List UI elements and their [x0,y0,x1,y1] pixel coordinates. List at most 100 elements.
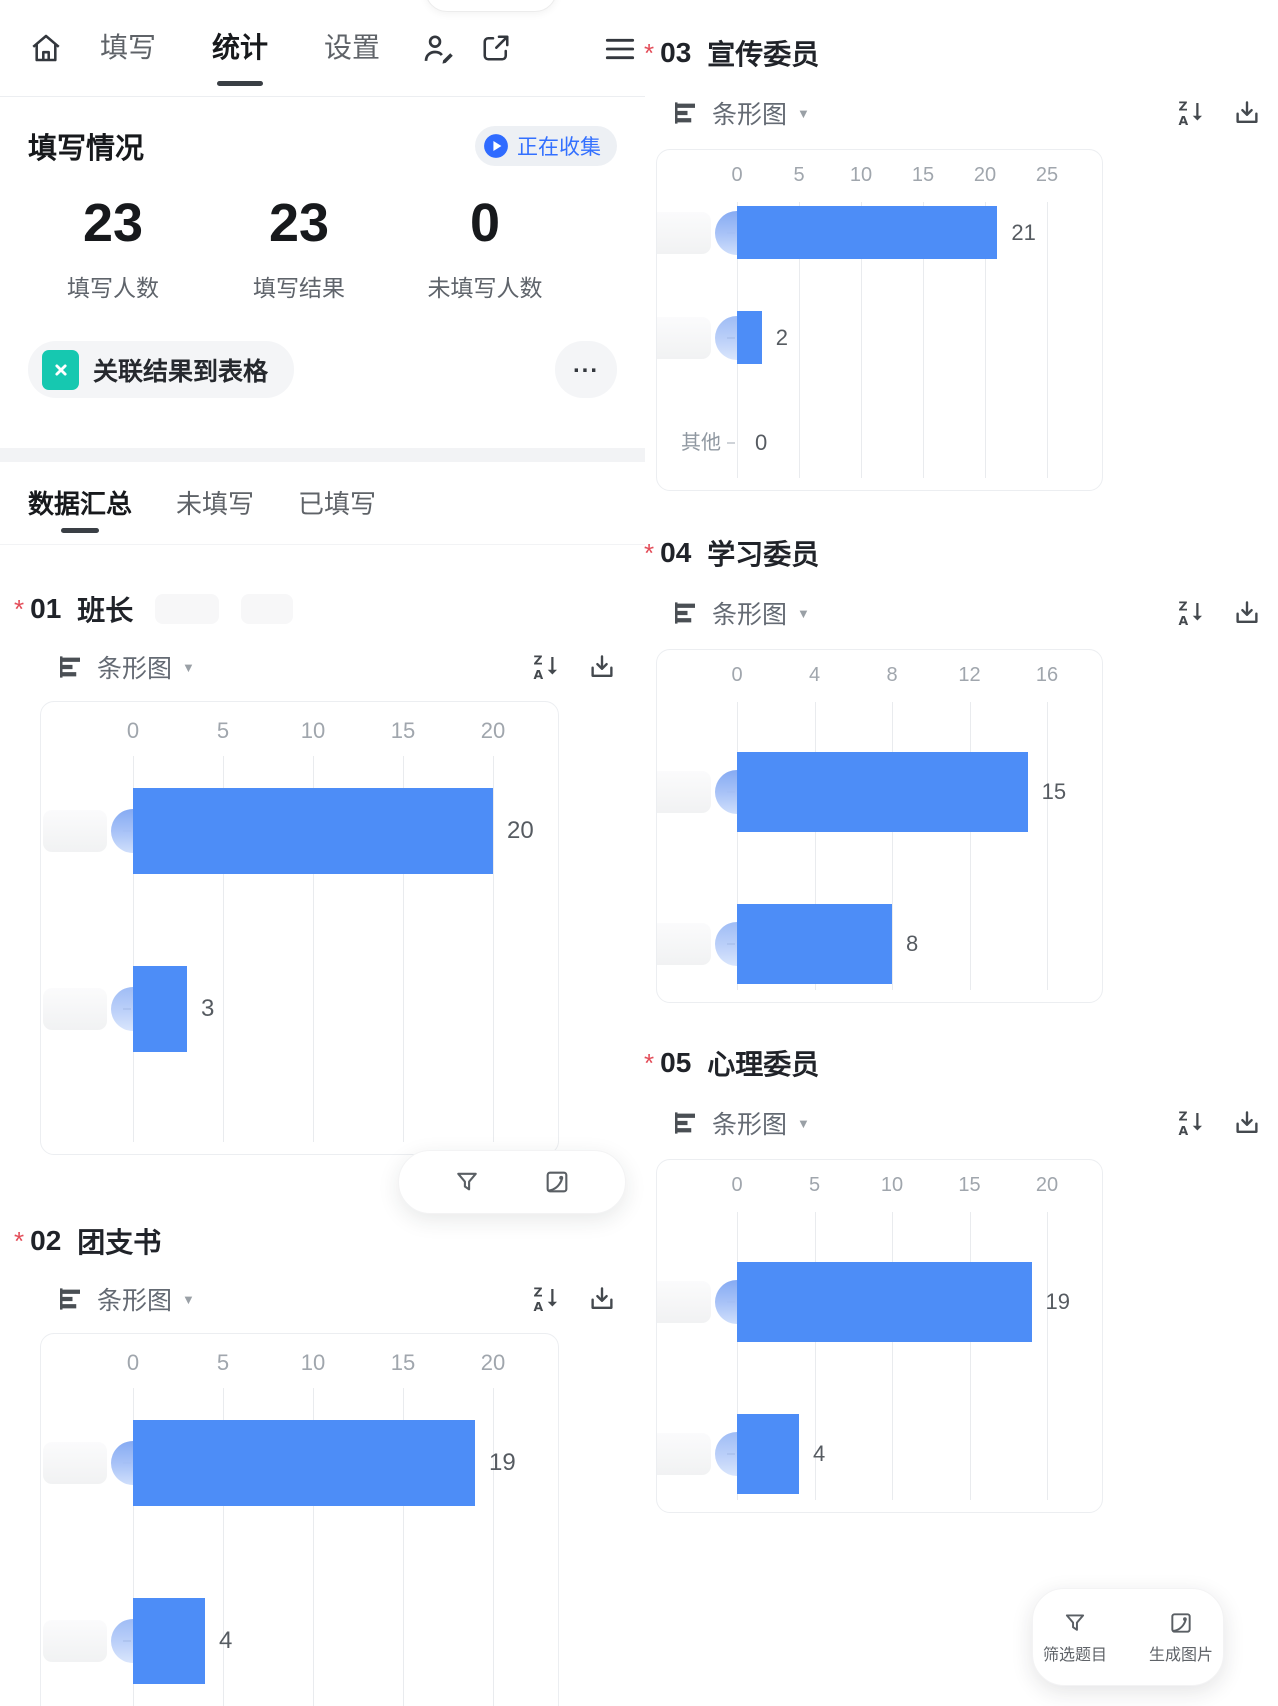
redacted-category-label [657,316,711,359]
question-name: 心理委员 [707,1049,820,1080]
tab-unfilled[interactable]: 未填写 [176,489,255,519]
svg-text:Z: Z [534,653,543,668]
tab-data-summary[interactable]: 数据汇总 [28,484,132,539]
redacted-category-label [657,1433,711,1475]
chart-card-02: 0 5 10 15 20 19 4 [40,1333,559,1706]
download-icon[interactable] [587,1284,617,1314]
axis-tick-label: 25 [1035,164,1059,186]
avatar [111,987,133,1031]
svg-text:Z: Z [534,1285,543,1300]
stat-value: 23 [268,193,330,253]
bar[interactable] [133,966,187,1052]
fill-status-header: 填写情况 正在收集 [0,97,645,167]
bar-chart-icon [670,598,700,628]
value-label: 19 [1045,1289,1070,1314]
download-icon[interactable] [587,652,617,682]
active-tab-underline [61,528,99,533]
bar[interactable] [133,1420,475,1506]
home-icon[interactable] [28,30,64,66]
svg-text:A: A [534,667,544,682]
question-title-01: * 01 班长 [14,589,645,629]
filter-questions-button[interactable]: 筛选题目 [1043,1610,1107,1665]
chart-controls-02: 条形图 ▼ Z A [55,1281,617,1317]
tab-filled[interactable]: 已填写 [298,489,377,519]
bar[interactable] [737,311,762,364]
bar[interactable] [737,1414,799,1494]
avatar [715,922,737,966]
axis-tick-label: 5 [808,1174,821,1196]
svg-text:A: A [1179,1123,1189,1138]
more-button[interactable]: ... [555,341,617,398]
tab-statistics[interactable]: 统计 [212,18,268,86]
axis-tick-label: 5 [793,164,805,186]
gridline [223,756,224,1142]
chart-type-select[interactable]: 条形图 [97,655,173,683]
row-tick [727,441,735,444]
axis-tick-label: 0 [126,1350,140,1375]
avatar [715,1432,737,1476]
redacted-category-label [657,771,711,813]
right-column: * 03 宣传委员 条形图 ▼ Z A 0 [636,0,1278,1706]
bar[interactable] [133,788,493,874]
value-label: 8 [906,931,919,956]
chart-card-03: 0 5 10 15 20 25 21 2 其他 0 [656,149,1103,491]
chart-type-select[interactable]: 条形图 [97,1287,173,1315]
chart-type-select[interactable]: 条形图 [712,601,788,629]
gridline [1047,1212,1048,1500]
download-icon[interactable] [1232,98,1262,128]
bar[interactable] [133,1598,205,1684]
fill-status-title: 填写情况 [28,133,145,165]
chevron-down-icon: ▼ [797,105,810,121]
tab-settings[interactable]: 设置 [324,32,381,63]
stat-value: 0 [469,193,501,253]
sort-za-icon[interactable]: Z A [1176,1108,1206,1138]
axis-tick-label: 10 [300,718,326,743]
download-icon[interactable] [1232,1108,1262,1138]
question-name: 团支书 [77,1227,162,1258]
axis-tick-label: 15 [958,1174,981,1196]
value-label: 0 [755,429,768,455]
collaborator-icon[interactable] [420,30,458,68]
link-results-to-sheet-button[interactable]: 关联结果到表格 [28,341,295,398]
gridline [861,202,862,478]
gridline [799,202,800,478]
avatar [715,770,737,814]
generate-image-icon[interactable] [543,1168,571,1196]
generate-image-button[interactable]: 生成图片 [1149,1610,1213,1665]
gridline [892,702,893,990]
value-label: 19 [489,1449,516,1476]
value-label: 15 [1041,779,1067,804]
sort-za-icon[interactable]: Z A [1176,98,1206,128]
bar[interactable] [737,752,1028,832]
download-icon[interactable] [1232,598,1262,628]
stat-value: 23 [82,193,144,253]
filter-icon[interactable] [453,1168,481,1196]
chevron-down-icon: ▼ [797,605,810,621]
axis-tick-label: 8 [886,664,898,686]
redacted-blob [155,594,220,624]
sort-za-icon[interactable]: Z A [1176,598,1206,628]
collecting-badge: 正在收集 [475,126,617,166]
share-icon[interactable] [478,30,514,66]
axis-tick-label: 0 [731,664,743,686]
svg-text:Z: Z [1179,1109,1188,1124]
value-label: 21 [1011,219,1036,245]
bar[interactable] [737,1262,1032,1342]
gridline [923,202,924,478]
sort-za-icon[interactable]: Z A [531,1284,561,1314]
generate-image-icon [1171,1612,1191,1633]
axis-tick-label: 16 [1035,664,1059,686]
chart-controls-05: 条形图 ▼ Z A [670,1105,1262,1141]
bar[interactable] [737,206,998,259]
chart-type-select[interactable]: 条形图 [712,101,788,129]
menu-icon[interactable] [600,30,640,68]
bar[interactable] [737,904,892,984]
sort-za-icon[interactable]: Z A [531,652,561,682]
tab-fill[interactable]: 填写 [100,32,157,63]
axis-tick-label: 15 [390,1350,416,1375]
chart-card-05: 0 5 10 15 20 19 4 [656,1159,1103,1513]
link-results-label: 关联结果到表格 [93,357,269,386]
question-title-02: * 02 团支书 [14,1221,645,1261]
bar-chart-icon [670,1108,700,1138]
chart-type-select[interactable]: 条形图 [712,1111,788,1139]
